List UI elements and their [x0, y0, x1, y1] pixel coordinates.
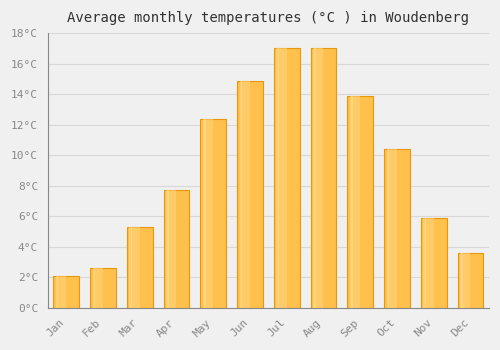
Bar	[384, 149, 410, 308]
Bar	[168, 190, 176, 308]
Bar	[241, 80, 250, 308]
Title: Average monthly temperatures (°C ) in Woudenberg: Average monthly temperatures (°C ) in Wo…	[68, 11, 469, 25]
Bar	[204, 119, 213, 308]
Bar	[424, 218, 434, 308]
Bar	[92, 268, 95, 308]
Bar	[57, 276, 66, 308]
Bar	[240, 80, 242, 308]
Bar	[200, 119, 226, 308]
Bar	[94, 268, 103, 308]
Bar	[310, 49, 336, 308]
Bar	[90, 268, 116, 308]
Bar	[350, 96, 352, 308]
Bar	[54, 276, 79, 308]
Bar	[462, 253, 470, 308]
Bar	[421, 218, 446, 308]
Bar	[424, 218, 426, 308]
Bar	[166, 190, 169, 308]
Bar	[127, 227, 152, 308]
Bar	[203, 119, 205, 308]
Bar	[237, 80, 263, 308]
Bar	[388, 149, 397, 308]
Bar	[130, 227, 140, 308]
Bar	[351, 96, 360, 308]
Bar	[386, 149, 390, 308]
Bar	[314, 49, 324, 308]
Bar	[313, 49, 316, 308]
Bar	[130, 227, 132, 308]
Bar	[164, 190, 190, 308]
Bar	[458, 253, 483, 308]
Bar	[274, 49, 299, 308]
Bar	[460, 253, 463, 308]
Bar	[278, 49, 286, 308]
Bar	[56, 276, 58, 308]
Bar	[276, 49, 279, 308]
Bar	[348, 96, 373, 308]
